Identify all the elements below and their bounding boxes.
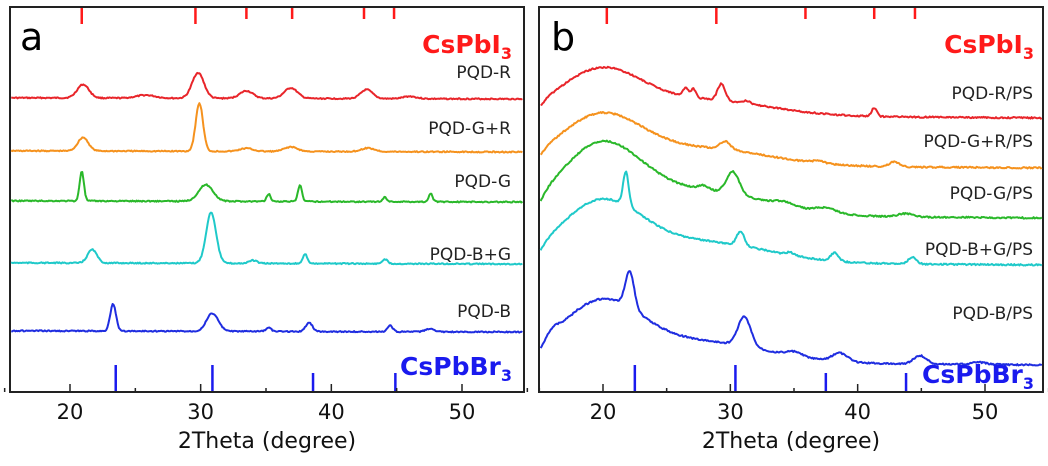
panel-b-series-label-2: PQD-G/PS (950, 184, 1033, 204)
panel-b-series-label-0: PQD-R/PS (952, 84, 1033, 104)
panel-a-series-line-1 (10, 102, 523, 154)
panel-a-series: PQD-R PQD-G+R PQD-G PQD-B+G PQD-B (10, 63, 524, 334)
panel-a-reference-marks (80, 8, 397, 391)
panel-b-series-line-2 (539, 139, 1043, 220)
panel-a-x-tick-label-50: 50 (449, 400, 476, 424)
panel-b-letter: b (551, 15, 575, 59)
panel-a-series-label-3: PQD-B+G (430, 245, 511, 265)
panel-a-series-label-4: PQD-B (457, 302, 511, 322)
panel-a-series-line-0 (10, 71, 523, 101)
panel-b-x-tick-label-30: 30 (717, 400, 744, 424)
panel-a-x-tick-label-20: 20 (57, 400, 84, 424)
panel-a-series-label-0: PQD-R (456, 63, 511, 83)
panel-b-x-tick-label-50: 50 (972, 400, 999, 424)
panel-a-series-line-4 (11, 303, 523, 334)
panel-a-letter: a (20, 15, 43, 59)
panel-b-series: PQD-R/PS PQD-G+R/PS PQD-G/PS PQD-B+G/PS PQD-… (539, 65, 1043, 367)
panel-b-reference-marks (605, 8, 917, 391)
panel-b-series-line-4 (539, 270, 1043, 367)
panel-a-series-line-3 (10, 211, 523, 266)
panel-b-ref-top-name: CsPbI3 (944, 30, 1034, 63)
panel-a-x-tick-label-40: 40 (318, 400, 345, 424)
panel-a-series-label-2: PQD-G (454, 172, 511, 192)
panel-b-x-tick-label-20: 20 (590, 400, 617, 424)
panel-b-x-axis-title: 2Theta (degree) (702, 429, 880, 454)
panel-a-x-axis-title: 2Theta (degree) (178, 429, 356, 454)
panel-b-series-label-3: PQD-B+G/PS (925, 240, 1033, 260)
panel-b-series-label-4: PQD-B/PS (952, 304, 1033, 324)
panel-a-series-line-2 (11, 171, 524, 204)
panel-a-series-label-1: PQD-G+R (428, 119, 511, 139)
panel-a-ref-top-name: CsPbI3 (422, 30, 512, 63)
panel-b-x-ticks: 20 30 40 50 (538, 384, 1048, 424)
panel-b-series-line-3 (539, 170, 1043, 267)
panel-b: PQD-R/PS PQD-G+R/PS PQD-G/PS PQD-B+G/PS PQD-… (538, 6, 1048, 454)
panel-b-series-line-0 (540, 65, 1043, 120)
panel-b-ref-bottom-name: CsPbBr3 (922, 360, 1034, 393)
panel-a-x-tick-label-30: 30 (187, 400, 214, 424)
panel-b-series-label-1: PQD-G+R/PS (924, 132, 1033, 152)
panel-b-x-tick-label-40: 40 (844, 400, 871, 424)
panel-a-ref-bottom-name: CsPbBr3 (400, 352, 512, 385)
panel-a-x-ticks: 20 30 40 50 (3, 384, 529, 424)
panel-a: PQD-R PQD-G+R PQD-G PQD-B+G PQD-B 20 30 40 50 a… (3, 6, 529, 454)
panel-b-series-line-1 (539, 111, 1043, 170)
